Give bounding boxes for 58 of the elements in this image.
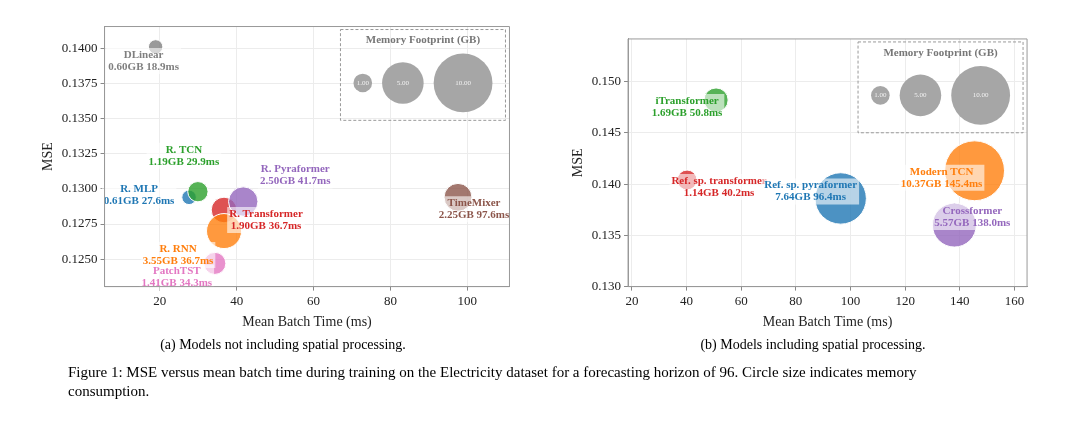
x-tick-label: 20 bbox=[153, 292, 167, 308]
text: (a) Models not including spatial processing. bbox=[159, 337, 407, 353]
x-axis-title: Mean Batch Time (ms) bbox=[242, 314, 373, 331]
series-label: R. RNN bbox=[159, 241, 197, 254]
series-label: TimeMixer bbox=[447, 196, 501, 209]
x-tick-label: 140 bbox=[950, 292, 970, 308]
data-label: 3.55GB 36.7ms bbox=[142, 253, 215, 266]
y-axis-title: MSE bbox=[40, 142, 56, 171]
text: (b) Models including spatial processing. bbox=[699, 337, 927, 353]
x-tick-label: 100 bbox=[840, 292, 861, 308]
y-tick-label: 0.1325 bbox=[61, 145, 98, 161]
y-axis-title: MSE bbox=[570, 148, 586, 178]
caption: Figure 1: MSE versus mean batch time during training on the Electricity dataset for a forecasting horizon of 96. Circle size indicates memory consumption. bbox=[68, 363, 918, 401]
x-tick-label: 40 bbox=[680, 292, 694, 308]
x-tick-label: 80 bbox=[789, 292, 803, 308]
legend-title: Memory Footprint (GB) bbox=[365, 33, 481, 47]
y-tick-label: 0.1400 bbox=[61, 39, 98, 55]
legend-title: Memory Footprint (GB) bbox=[883, 45, 999, 59]
series-label: DLinear bbox=[123, 47, 164, 60]
data-label: 0.60GB 18.9ms bbox=[108, 59, 180, 72]
x-tick-label: 120 bbox=[895, 292, 915, 308]
series-label: Modern TCN bbox=[909, 164, 974, 177]
series-label: Crossformer bbox=[942, 203, 1003, 216]
text: R. TCN bbox=[165, 142, 203, 155]
y-tick-label: 0.145 bbox=[591, 124, 622, 140]
x-tick-label: 20 bbox=[625, 292, 639, 308]
data-label: 2.50GB 41.7ms bbox=[259, 174, 332, 187]
data-label: 1.14GB 40.2ms bbox=[683, 185, 756, 198]
x-axis-title: Mean Batch Time (ms) bbox=[762, 314, 893, 331]
y-tick-label: 0.135 bbox=[591, 226, 622, 242]
x-tick-label: 100 bbox=[457, 292, 477, 308]
y-tick-label: 0.1275 bbox=[61, 215, 98, 231]
data-label: 10.37GB 145.4ms bbox=[900, 176, 984, 189]
y-tick-label: 0.1300 bbox=[61, 180, 98, 196]
data-label: 5.57GB 138.0ms bbox=[934, 215, 1012, 228]
x-tick-label: 80 bbox=[383, 292, 397, 308]
series-label: R. Pyraformer bbox=[260, 162, 330, 175]
data-label: 7.64GB 96.4ms bbox=[775, 190, 847, 203]
y-tick-label: 0.150 bbox=[591, 73, 622, 89]
x-tick-label: 60 bbox=[734, 292, 748, 308]
data-label: 1.90GB 36.7ms bbox=[230, 218, 303, 231]
data-label: 1.69GB 50.8ms bbox=[651, 105, 724, 118]
x-tick-label: 60 bbox=[307, 292, 321, 308]
series-label: R. Transformer bbox=[229, 206, 303, 219]
y-tick-label: 0.1350 bbox=[61, 110, 98, 126]
y-tick-label: 0.130 bbox=[591, 278, 622, 294]
data-label: 1.41GB 34.3ms bbox=[141, 276, 213, 289]
text: R. MLP bbox=[120, 182, 159, 195]
data-label: 1.19GB 29.9ms bbox=[148, 154, 220, 167]
data-label: 0.61GB 27.6ms bbox=[103, 194, 176, 207]
x-tick-label: 40 bbox=[230, 292, 244, 308]
x-tick-label: 160 bbox=[1004, 292, 1025, 308]
y-tick-label: 0.1250 bbox=[61, 250, 98, 266]
data-label: 2.25GB 97.6ms bbox=[438, 208, 511, 221]
series-label: PatchTST bbox=[152, 264, 202, 277]
series-label: iTransformer bbox=[655, 93, 719, 106]
y-tick-label: 0.140 bbox=[591, 175, 622, 191]
y-tick-label: 0.1375 bbox=[61, 74, 98, 90]
